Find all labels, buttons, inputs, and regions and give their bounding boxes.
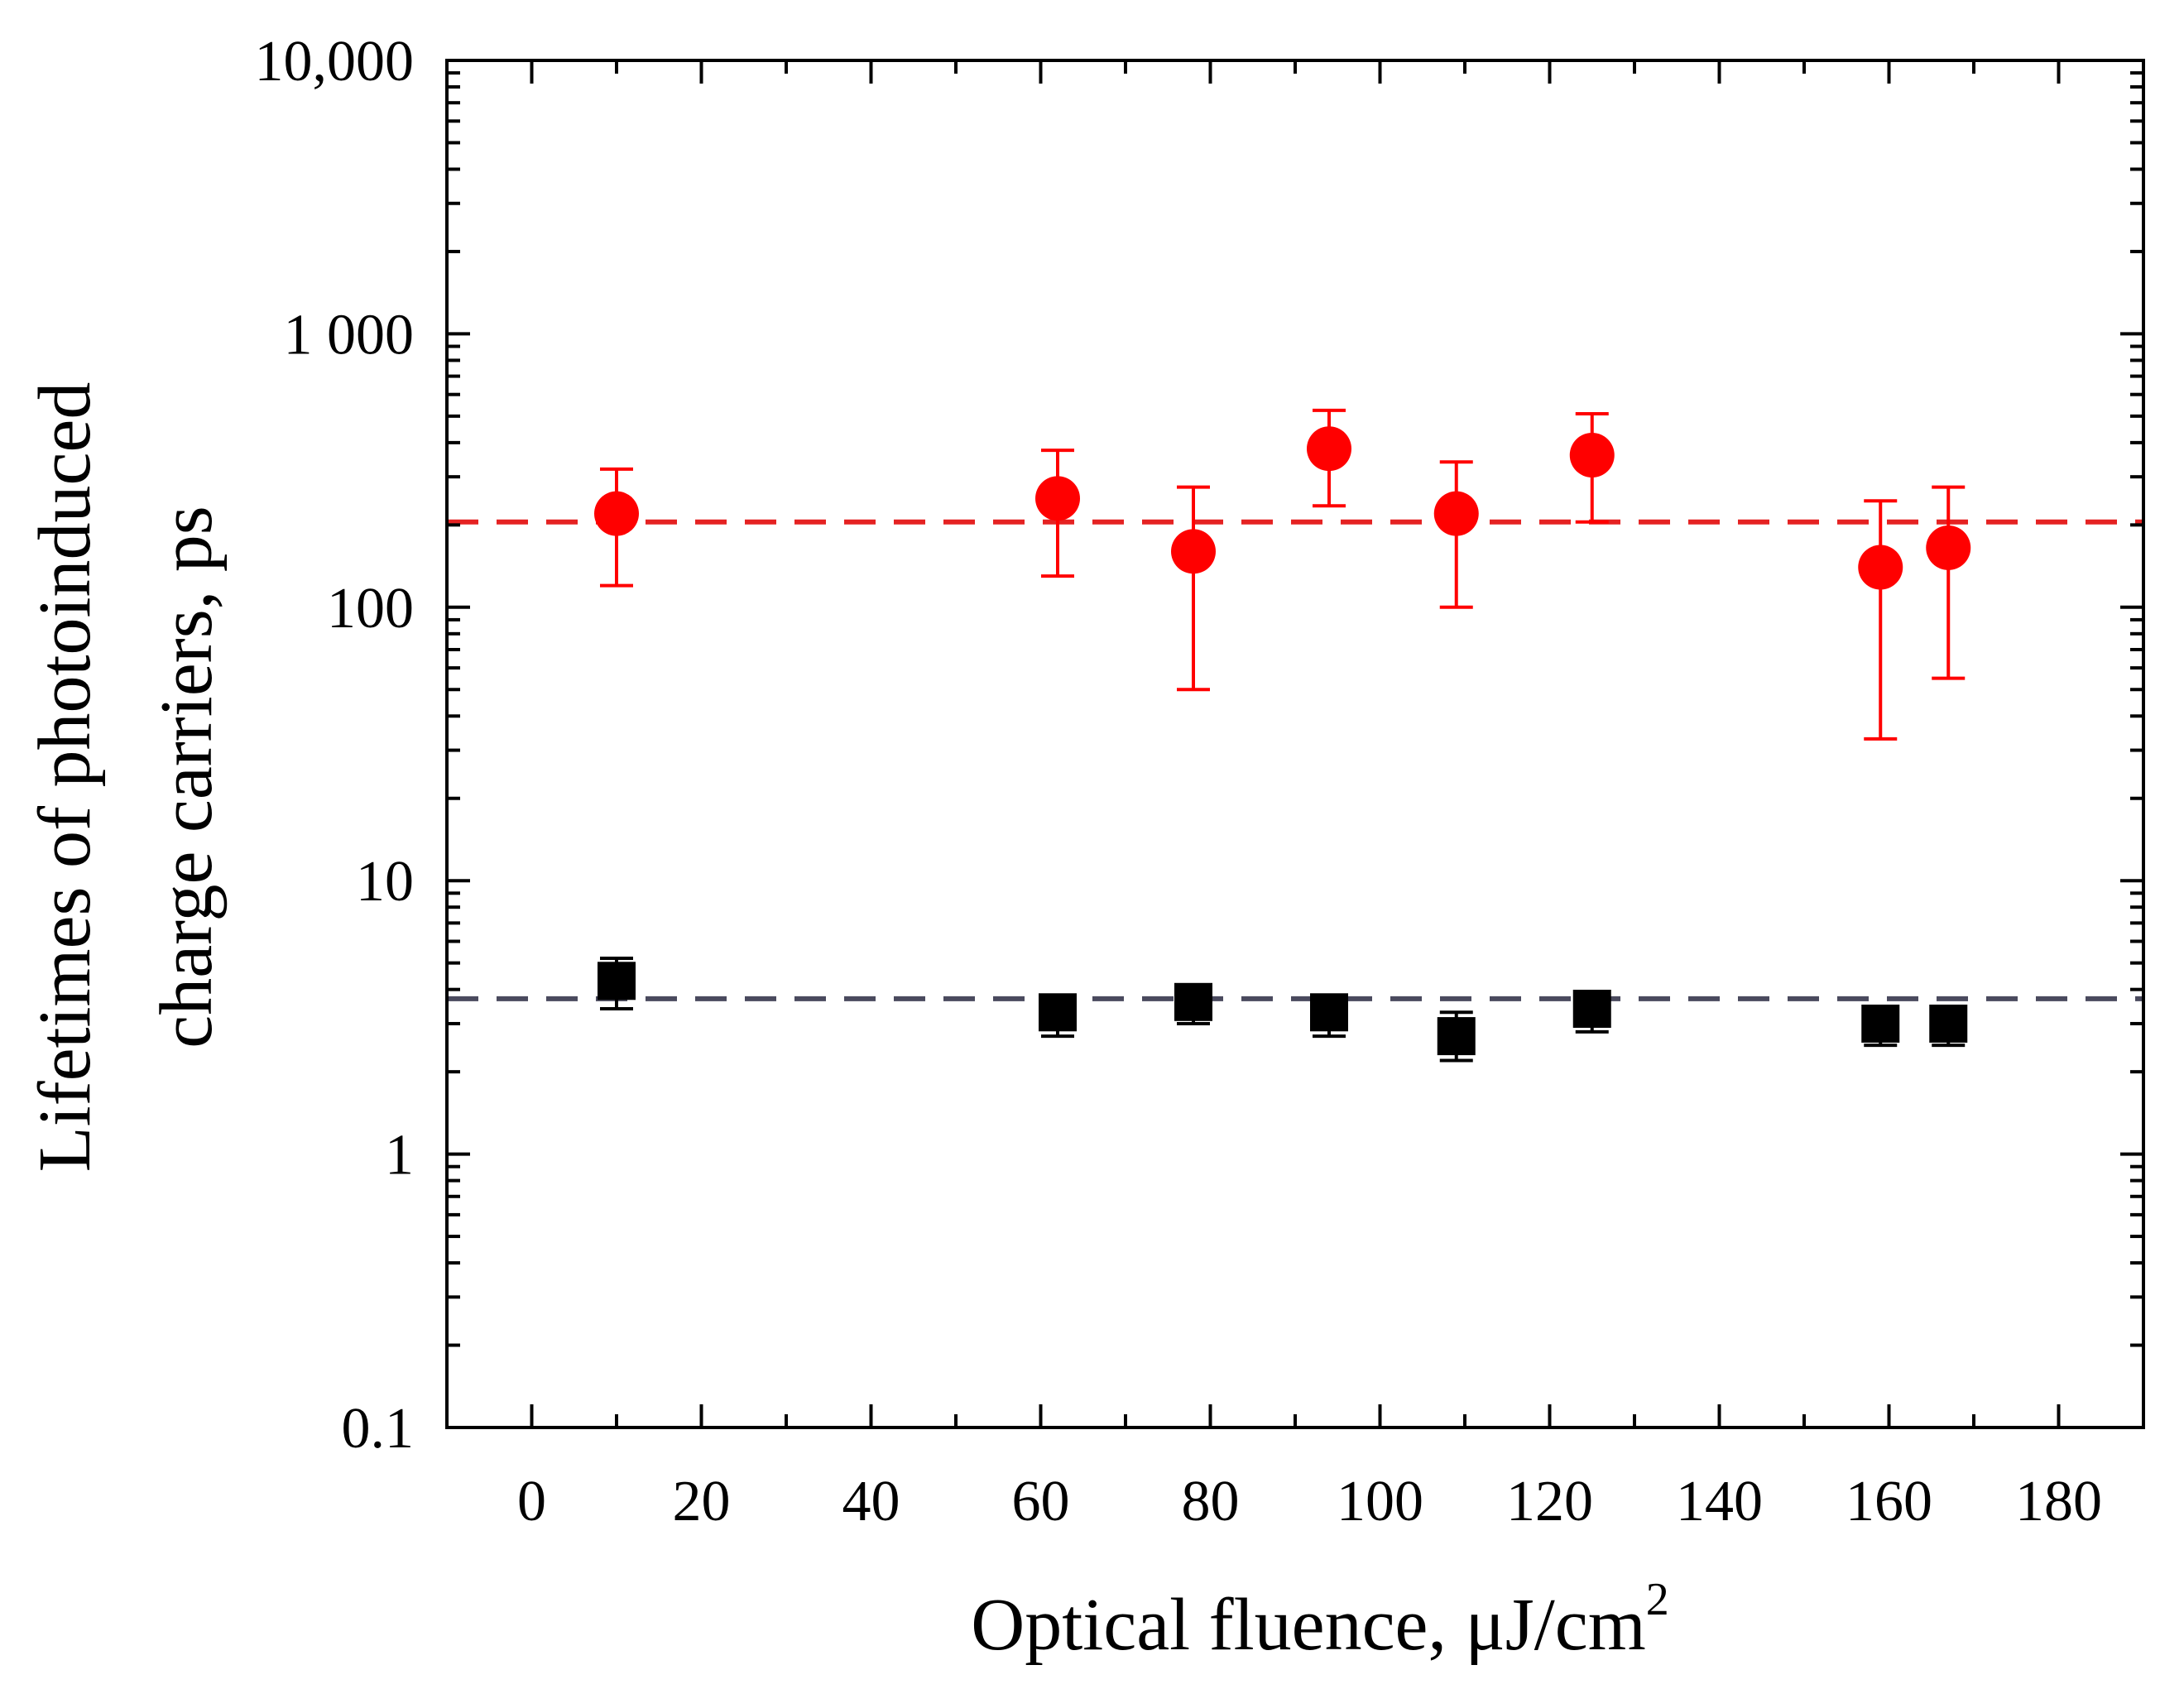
- x-tick-label: 0: [517, 1470, 546, 1533]
- x-tick-label: 120: [1506, 1470, 1593, 1533]
- x-tick-label: 140: [1676, 1470, 1763, 1533]
- x-tick-label: 20: [673, 1470, 731, 1533]
- data-point: [598, 962, 636, 1000]
- data-point: [1307, 426, 1351, 472]
- data-point: [1174, 982, 1212, 1021]
- data-point: [594, 491, 639, 536]
- x-tick-label: 100: [1337, 1470, 1423, 1533]
- x-tick-label: 40: [842, 1470, 900, 1533]
- y-tick-label: 1 000: [284, 303, 415, 367]
- y-tick-label: 0.1: [342, 1397, 415, 1461]
- x-axis-title-superscript: 2: [1646, 1574, 1669, 1625]
- data-point: [1929, 1004, 1968, 1043]
- x-tick-label: 60: [1012, 1470, 1070, 1533]
- y-axis-title-line-2: charge carriers, ps: [146, 506, 228, 1048]
- x-tick-label: 180: [2015, 1470, 2102, 1533]
- y-tick-label: 100: [327, 577, 414, 641]
- data-point: [1310, 993, 1348, 1032]
- data-point: [1437, 1017, 1476, 1056]
- y-tick-label: 10: [356, 850, 414, 914]
- data-point: [1039, 993, 1077, 1032]
- x-tick-label: 80: [1182, 1470, 1240, 1533]
- data-point: [1171, 529, 1216, 574]
- data-point: [1433, 491, 1479, 536]
- y-tick-label: 1: [385, 1124, 414, 1188]
- x-axis-title: Optical fluence, μJ/cm2: [971, 1574, 1668, 1666]
- data-point: [1926, 525, 1971, 570]
- data-point: [1569, 432, 1615, 477]
- data-point: [1858, 545, 1903, 590]
- data-point: [1572, 989, 1611, 1028]
- y-axis-title-line-1: Lifetimes of photoinduced: [24, 382, 106, 1173]
- plot-frame: [445, 59, 2145, 1429]
- data-point: [1861, 1004, 1900, 1043]
- data-point: [1035, 476, 1080, 521]
- y-tick-label: 10,000: [255, 30, 415, 94]
- x-tick-label: 160: [1846, 1470, 1932, 1533]
